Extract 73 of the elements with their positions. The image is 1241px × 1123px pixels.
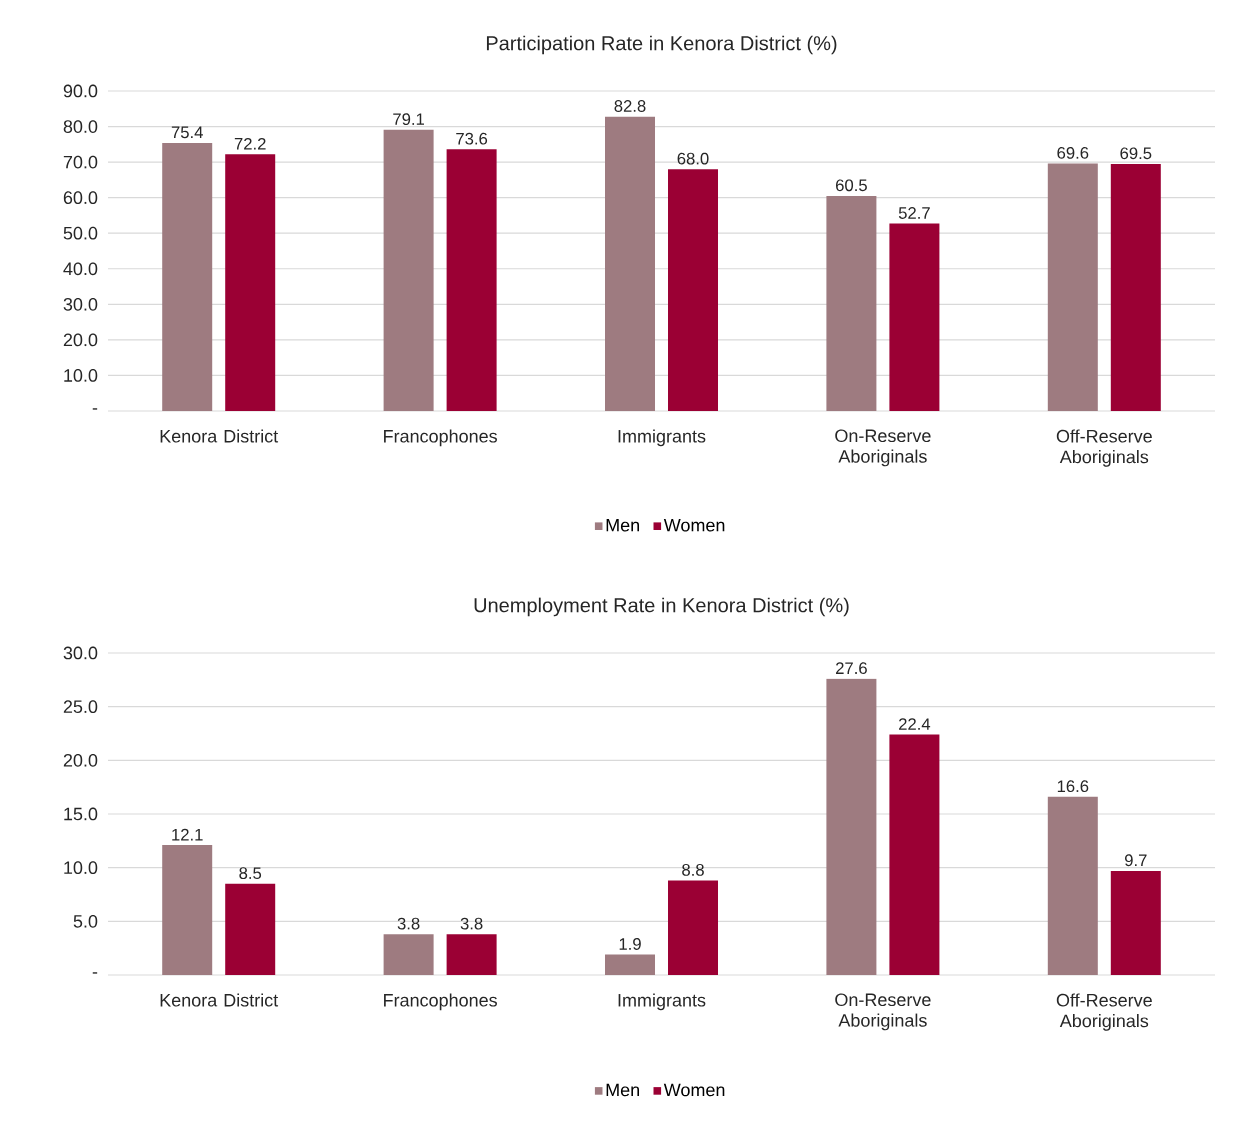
data-label: 69.6	[1057, 147, 1089, 159]
data-label: 1.9	[619, 938, 641, 950]
data-label: 12.1	[172, 828, 203, 841]
data-label: 27.6	[836, 662, 867, 675]
y-tick-label: 25.0	[63, 700, 98, 714]
data-label: 82.8	[614, 100, 646, 112]
legend-label: Men	[606, 1083, 639, 1097]
bar	[1047, 796, 1098, 975]
bar	[605, 116, 656, 411]
x-tick-label: Kenora District	[160, 993, 279, 1007]
bar	[446, 149, 497, 411]
bar	[1110, 163, 1161, 411]
y-tick-label: -	[92, 408, 98, 410]
chart-title: Participation Rate in Kenora District (%)	[486, 35, 837, 55]
bar	[1110, 870, 1161, 975]
y-tick-label: 10.0	[64, 861, 98, 875]
y-tick-label: 10.0	[64, 369, 98, 382]
y-tick-label: 20.0	[63, 753, 98, 767]
data-label: 16.6	[1057, 780, 1089, 793]
data-label: 22.4	[899, 718, 931, 730]
bar	[383, 934, 434, 975]
bar	[668, 169, 719, 411]
bar	[889, 223, 940, 411]
bar	[162, 142, 213, 411]
x-tick-label: Immigrants	[618, 993, 706, 1011]
data-label: 52.7	[898, 207, 930, 219]
bar	[225, 883, 276, 975]
data-label: 73.6	[456, 132, 488, 145]
legend-label: Women	[663, 519, 725, 532]
x-tick-label: Off-Reserve Aboriginals	[1056, 429, 1152, 467]
data-label: 60.5	[836, 179, 867, 192]
y-tick-label: 20.0	[63, 333, 98, 347]
chart-title: Unemployment Rate in Kenora District (%)	[474, 597, 849, 617]
y-tick-label: 80.0	[63, 120, 98, 133]
data-label: 79.1	[393, 113, 424, 126]
data-label: 68.0	[677, 152, 709, 165]
bar	[668, 880, 719, 975]
y-tick-label: 90.0	[63, 84, 98, 98]
y-tick-label: 60.0	[63, 191, 98, 205]
x-tick-label: Off-Reserve Aboriginals	[1056, 993, 1152, 1031]
x-tick-label: Kenora District	[160, 429, 279, 443]
y-tick-label: 15.0	[64, 807, 98, 821]
data-label: 8.5	[239, 867, 262, 880]
y-tick-label: 30.0	[63, 297, 98, 311]
bar	[383, 129, 434, 411]
bar	[889, 734, 940, 975]
x-tick-label: On-Reserve Aboriginals	[835, 429, 931, 467]
data-label: 3.8	[460, 917, 483, 930]
bar	[225, 154, 276, 411]
y-tick-label: 50.0	[63, 226, 98, 240]
data-label: 9.7	[1124, 854, 1147, 867]
bar	[826, 678, 877, 975]
legend-label: Women	[663, 1083, 725, 1097]
data-label: 72.2	[234, 137, 266, 150]
data-label: 69.5	[1120, 147, 1152, 160]
x-tick-label: On-Reserve Aboriginals	[835, 993, 931, 1031]
y-tick-label: -	[92, 972, 98, 974]
bar	[446, 934, 497, 975]
y-tick-label: 40.0	[63, 262, 98, 276]
data-label: 75.4	[171, 126, 203, 139]
bar	[1047, 163, 1098, 411]
y-tick-label: 70.0	[63, 155, 98, 169]
x-tick-label: Francophones	[384, 993, 497, 1011]
data-label: 3.8	[397, 917, 420, 930]
bar	[162, 845, 213, 975]
data-label: 8.8	[682, 864, 704, 876]
y-tick-label: 30.0	[63, 646, 98, 660]
x-tick-label: Francophones	[384, 429, 497, 447]
bar	[826, 195, 877, 411]
bar	[605, 954, 656, 975]
legend-label: Men	[606, 519, 639, 532]
x-tick-label: Immigrants	[618, 429, 706, 447]
y-tick-label: 5.0	[73, 914, 98, 928]
